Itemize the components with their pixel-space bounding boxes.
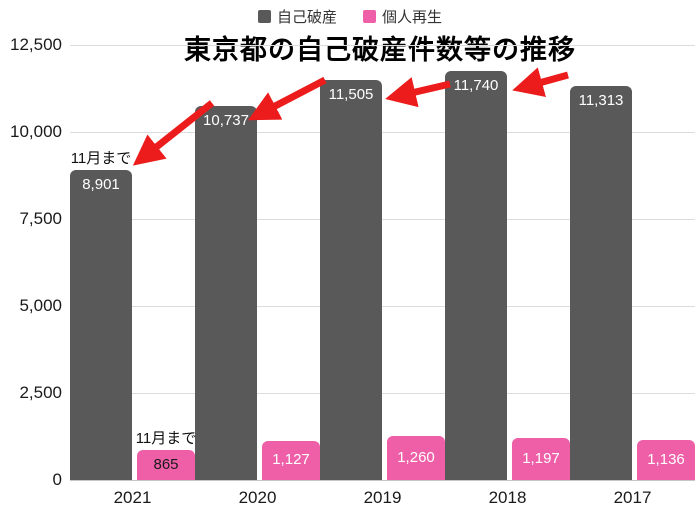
chart-title: 東京都の自己破産件数等の推移	[184, 35, 576, 65]
bar-value-label: 11,740	[453, 77, 499, 95]
legend-item-自己破産: 自己破産	[257, 6, 337, 27]
bar-自己破産-2017	[570, 86, 632, 480]
gridline	[70, 45, 695, 46]
bar-個人再生-2018	[512, 438, 570, 480]
bar-value-label: 1,197	[522, 450, 560, 468]
annotation-label: 11月まで	[70, 150, 132, 168]
bar-value-label: 865	[153, 455, 179, 473]
y-tick-label: 0	[52, 470, 62, 489]
y-tick-label: 12,500	[10, 35, 62, 54]
bar-個人再生-2017	[637, 440, 695, 480]
x-axis-label-2018: 2018	[488, 488, 527, 507]
chart-legend: 自己破産 個人再生	[0, 6, 700, 27]
bar-value-label: 8,901	[82, 176, 120, 194]
legend-item-個人再生: 個人再生	[363, 6, 442, 27]
bar-value-label: 11,505	[328, 85, 374, 103]
legend-swatch-icon	[363, 10, 376, 23]
bar-value-label: 1,260	[397, 449, 435, 467]
bar-自己破産-2020	[195, 106, 257, 480]
legend-swatch-icon	[257, 10, 271, 23]
y-tick-label: 2,500	[19, 383, 62, 402]
y-tick-label: 7,500	[19, 209, 62, 228]
legend-label: 自己破産	[276, 9, 337, 26]
bar-自己破産-2021	[70, 170, 132, 480]
gridline	[70, 306, 695, 307]
bar-自己破産-2018	[445, 71, 507, 480]
x-axis-label-2019: 2019	[363, 488, 402, 507]
legend-label: 個人再生	[382, 9, 443, 26]
gridline	[70, 132, 695, 133]
y-tick-label: 5,000	[19, 296, 62, 315]
bar-個人再生-2019	[387, 436, 445, 480]
gridline	[70, 219, 695, 220]
annotation-label: 11月まで	[135, 429, 197, 447]
bar-value-label: 11,313	[578, 92, 624, 110]
x-axis-label-2017: 2017	[613, 488, 652, 507]
bar-value-label: 10,737	[203, 112, 249, 130]
bar-value-label: 1,136	[647, 451, 685, 469]
bar-自己破産-2019	[320, 79, 382, 480]
x-axis-label-2021: 2021	[113, 488, 152, 507]
gridline	[70, 393, 695, 394]
x-axis-label-2020: 2020	[238, 488, 277, 507]
gridline	[70, 480, 695, 481]
bar-value-label: 1,127	[272, 451, 310, 469]
bar-個人再生-2020	[262, 440, 320, 480]
y-tick-label: 10,000	[10, 122, 62, 141]
bar-個人再生-2021	[137, 449, 195, 480]
